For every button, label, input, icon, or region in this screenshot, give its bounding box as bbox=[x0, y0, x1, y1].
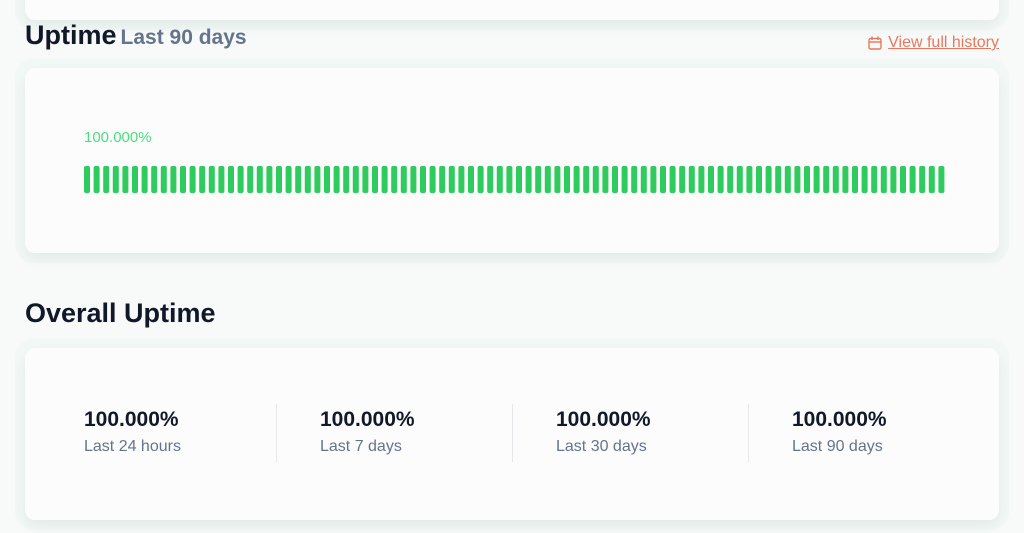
stat-label: Last 90 days bbox=[792, 438, 883, 455]
divider bbox=[276, 404, 277, 462]
stat: 100.000% Last 90 days bbox=[792, 408, 887, 456]
stat-value: 100.000% bbox=[320, 408, 415, 431]
stat-label: Last 30 days bbox=[556, 438, 647, 455]
previous-card bbox=[25, 0, 999, 20]
link-text[interactable]: View full history bbox=[888, 34, 999, 51]
calendar-icon bbox=[868, 36, 882, 50]
stat-value: 100.000% bbox=[792, 408, 887, 431]
stat: 100.000% Last 24 hours bbox=[84, 408, 181, 456]
section-title: Uptime Last 90 days bbox=[25, 20, 247, 51]
stat: 100.000% Last 7 days bbox=[320, 408, 415, 456]
overall-title: Overall Uptime bbox=[25, 298, 216, 328]
title: Uptime bbox=[25, 20, 117, 50]
divider bbox=[512, 404, 513, 462]
uptime-card bbox=[25, 68, 999, 253]
stat: 100.000% Last 30 days bbox=[556, 408, 651, 456]
history-link[interactable]: View full history bbox=[868, 34, 999, 52]
divider bbox=[748, 404, 749, 462]
subtitle: Last 90 days bbox=[120, 26, 247, 49]
stat-value: 100.000% bbox=[84, 408, 179, 431]
uptime-percent: 100.000% bbox=[84, 129, 152, 146]
stat-label: Last 24 hours bbox=[84, 438, 181, 455]
stat-value: 100.000% bbox=[556, 408, 651, 431]
stat-label: Last 7 days bbox=[320, 438, 402, 455]
